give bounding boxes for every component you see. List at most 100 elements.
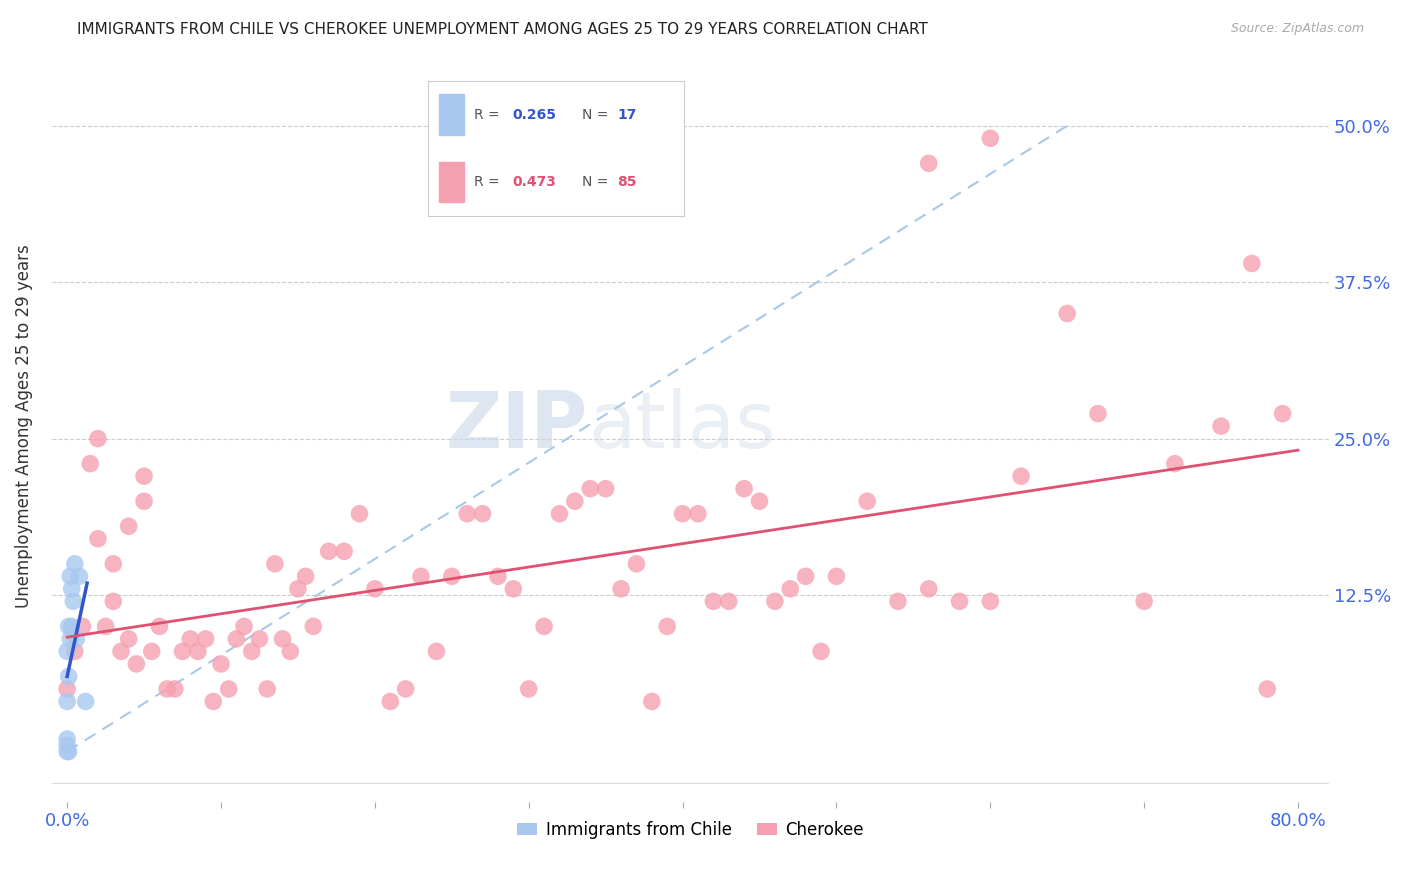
Point xyxy=(118,632,141,646)
Point xyxy=(349,507,371,521)
Y-axis label: Unemployment Among Ages 25 to 29 years: Unemployment Among Ages 25 to 29 years xyxy=(15,244,32,608)
Point xyxy=(364,582,387,596)
Point xyxy=(810,644,832,658)
Point xyxy=(318,544,340,558)
Point xyxy=(748,494,770,508)
Point xyxy=(610,582,633,596)
Point xyxy=(63,644,86,658)
Point xyxy=(333,544,356,558)
Point xyxy=(548,507,571,521)
Point xyxy=(626,557,648,571)
Point xyxy=(62,594,84,608)
Point xyxy=(918,582,941,596)
Point xyxy=(172,644,194,658)
Point xyxy=(979,131,1001,145)
Point xyxy=(56,694,79,708)
Point xyxy=(1240,256,1263,270)
Point xyxy=(118,519,141,533)
Point xyxy=(533,619,555,633)
Point xyxy=(794,569,817,583)
Point xyxy=(502,582,524,596)
Point xyxy=(671,507,693,521)
Point xyxy=(471,507,494,521)
Point xyxy=(79,457,101,471)
Point xyxy=(194,632,217,646)
Point xyxy=(456,507,478,521)
Point xyxy=(187,644,209,658)
Point xyxy=(132,494,155,508)
Point xyxy=(779,582,801,596)
Point xyxy=(63,557,86,571)
Point xyxy=(287,582,309,596)
Point xyxy=(132,469,155,483)
Point xyxy=(156,681,179,696)
Text: atlas: atlas xyxy=(588,388,776,464)
Point xyxy=(58,745,80,759)
Point xyxy=(240,644,263,658)
Point xyxy=(233,619,256,633)
Point xyxy=(948,594,970,608)
Point xyxy=(60,582,83,596)
Point xyxy=(148,619,170,633)
Point xyxy=(717,594,740,608)
Point xyxy=(1056,306,1078,320)
Point xyxy=(56,644,79,658)
Point xyxy=(56,745,79,759)
Point xyxy=(225,632,247,646)
Point xyxy=(702,594,724,608)
Legend: Immigrants from Chile, Cherokee: Immigrants from Chile, Cherokee xyxy=(510,814,870,846)
Point xyxy=(59,632,82,646)
Point xyxy=(517,681,540,696)
Point xyxy=(163,681,186,696)
Point xyxy=(302,619,325,633)
Point xyxy=(56,731,79,746)
Point xyxy=(579,482,602,496)
Text: IMMIGRANTS FROM CHILE VS CHEROKEE UNEMPLOYMENT AMONG AGES 25 TO 29 YEARS CORRELA: IMMIGRANTS FROM CHILE VS CHEROKEE UNEMPL… xyxy=(77,22,928,37)
Point xyxy=(1133,594,1156,608)
Point xyxy=(1087,407,1109,421)
Point xyxy=(56,681,79,696)
Point xyxy=(595,482,617,496)
Point xyxy=(856,494,879,508)
Point xyxy=(763,594,786,608)
Point xyxy=(125,657,148,671)
Point xyxy=(209,657,232,671)
Point xyxy=(887,594,910,608)
Point xyxy=(141,644,163,658)
Point xyxy=(440,569,463,583)
Point xyxy=(65,632,87,646)
Point xyxy=(278,644,301,658)
Point xyxy=(72,619,94,633)
Point xyxy=(1010,469,1032,483)
Point xyxy=(641,694,664,708)
Point xyxy=(56,738,79,752)
Point xyxy=(486,569,509,583)
Point xyxy=(110,644,132,658)
Point xyxy=(918,156,941,170)
Point xyxy=(59,569,82,583)
Point xyxy=(1271,407,1294,421)
Point xyxy=(218,681,240,696)
Point xyxy=(1164,457,1187,471)
Point xyxy=(294,569,316,583)
Point xyxy=(103,557,125,571)
Point xyxy=(58,619,80,633)
Point xyxy=(733,482,755,496)
Text: ZIP: ZIP xyxy=(446,388,588,464)
Point xyxy=(825,569,848,583)
Point xyxy=(409,569,432,583)
Point xyxy=(380,694,402,708)
Point xyxy=(179,632,201,646)
Point xyxy=(60,619,83,633)
Point xyxy=(425,644,447,658)
Point xyxy=(1209,419,1232,434)
Point xyxy=(87,432,110,446)
Point xyxy=(75,694,97,708)
Text: Source: ZipAtlas.com: Source: ZipAtlas.com xyxy=(1230,22,1364,36)
Point xyxy=(94,619,117,633)
Point xyxy=(249,632,271,646)
Point xyxy=(69,569,91,583)
Point xyxy=(103,594,125,608)
Point xyxy=(1256,681,1278,696)
Point xyxy=(58,669,80,683)
